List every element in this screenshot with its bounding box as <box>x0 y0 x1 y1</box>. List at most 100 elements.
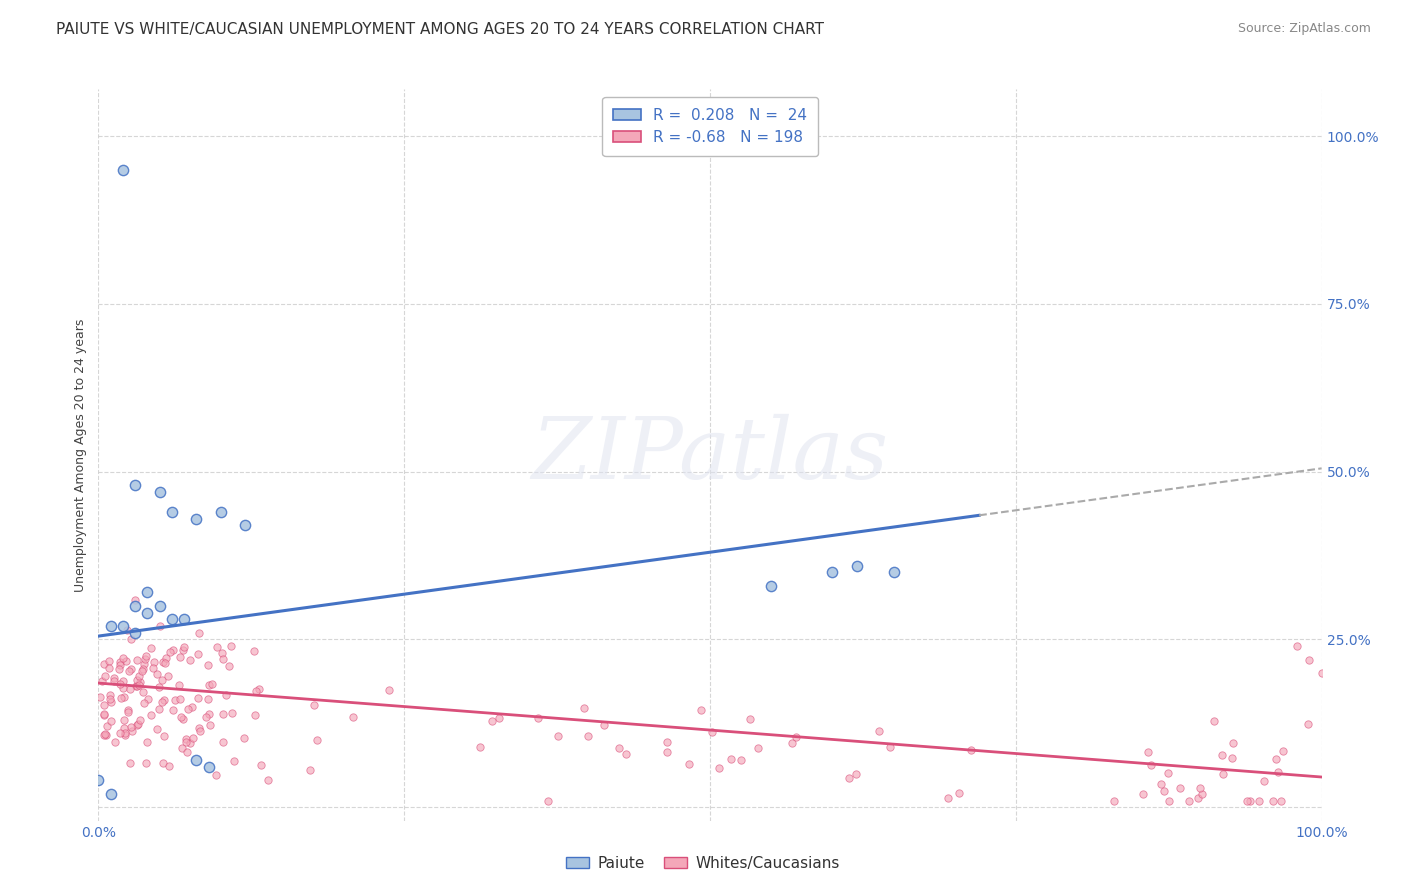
Point <box>104 735 127 749</box>
Point <box>188 626 211 640</box>
Point <box>134 651 156 665</box>
Point <box>1239 793 1261 807</box>
Point <box>190 723 212 738</box>
Point <box>1220 750 1243 764</box>
Point <box>222 754 245 768</box>
Point <box>152 655 174 669</box>
Point <box>132 657 155 672</box>
Point <box>780 735 803 749</box>
Point <box>131 662 153 676</box>
Point <box>250 757 273 772</box>
Point <box>131 685 153 699</box>
Point <box>1253 774 1275 789</box>
Legend: Paiute, Whites/Caucasians: Paiute, Whites/Caucasians <box>560 849 846 877</box>
Point <box>169 710 191 724</box>
Point <box>162 704 184 718</box>
Point <box>1270 793 1292 807</box>
Point <box>114 727 136 741</box>
Point <box>607 741 630 756</box>
Point <box>1211 747 1233 762</box>
Point <box>1202 714 1225 728</box>
Point <box>1159 793 1181 807</box>
Point <box>879 739 901 754</box>
Point <box>1140 758 1163 772</box>
Point <box>157 759 180 773</box>
Point <box>150 673 173 687</box>
Point <box>112 651 135 665</box>
Point <box>93 707 115 722</box>
Point <box>1178 793 1201 807</box>
Point <box>1150 777 1173 791</box>
Point <box>179 653 201 667</box>
Point <box>1310 665 1333 680</box>
Point <box>657 745 679 759</box>
Point <box>720 752 742 766</box>
Point <box>100 787 122 801</box>
Point <box>1157 765 1180 780</box>
Point <box>112 690 135 705</box>
Point <box>547 730 569 744</box>
Point <box>948 786 970 800</box>
Point <box>1296 716 1319 731</box>
Point <box>187 647 209 661</box>
Point <box>93 728 115 742</box>
Point <box>470 740 492 755</box>
Point <box>198 706 221 721</box>
Point <box>821 566 844 580</box>
Legend: R =  0.208   N =  24, R = -0.68   N = 198: R = 0.208 N = 24, R = -0.68 N = 198 <box>603 97 817 156</box>
Point <box>700 724 723 739</box>
Point <box>124 599 146 613</box>
Point <box>108 655 131 669</box>
Point <box>136 692 159 706</box>
Point <box>845 767 868 781</box>
Point <box>174 732 197 747</box>
Point <box>738 712 761 726</box>
Point <box>117 706 139 720</box>
Point <box>1104 793 1126 807</box>
Point <box>176 702 198 716</box>
Point <box>142 656 165 670</box>
Point <box>747 741 769 756</box>
Point <box>94 669 117 683</box>
Point <box>730 753 752 767</box>
Point <box>139 640 162 655</box>
Point <box>1298 652 1320 666</box>
Point <box>209 505 232 519</box>
Point <box>114 713 136 727</box>
Point <box>163 693 186 707</box>
Point <box>128 668 150 682</box>
Point <box>342 710 364 724</box>
Point <box>135 649 157 664</box>
Point <box>173 612 195 626</box>
Point <box>156 669 179 683</box>
Point <box>592 718 614 732</box>
Point <box>868 723 890 738</box>
Point <box>127 673 149 688</box>
Point <box>153 693 176 707</box>
Point <box>207 640 229 654</box>
Point <box>211 646 233 660</box>
Point <box>1267 765 1289 780</box>
Point <box>93 657 115 671</box>
Text: PAIUTE VS WHITE/CAUCASIAN UNEMPLOYMENT AMONG AGES 20 TO 24 YEARS CORRELATION CHA: PAIUTE VS WHITE/CAUCASIAN UNEMPLOYMENT A… <box>56 22 824 37</box>
Point <box>1247 793 1270 807</box>
Point <box>690 703 713 717</box>
Point <box>221 706 243 720</box>
Point <box>108 658 131 673</box>
Point <box>257 773 280 788</box>
Point <box>174 735 197 749</box>
Point <box>785 730 807 744</box>
Point <box>678 757 700 772</box>
Point <box>845 558 868 573</box>
Point <box>100 619 122 633</box>
Point <box>299 763 322 777</box>
Point <box>100 695 122 709</box>
Point <box>1265 751 1288 765</box>
Point <box>98 654 121 668</box>
Point <box>838 771 860 785</box>
Point <box>149 599 172 613</box>
Point <box>172 643 194 657</box>
Point <box>129 713 152 727</box>
Point <box>136 585 159 599</box>
Point <box>214 688 236 702</box>
